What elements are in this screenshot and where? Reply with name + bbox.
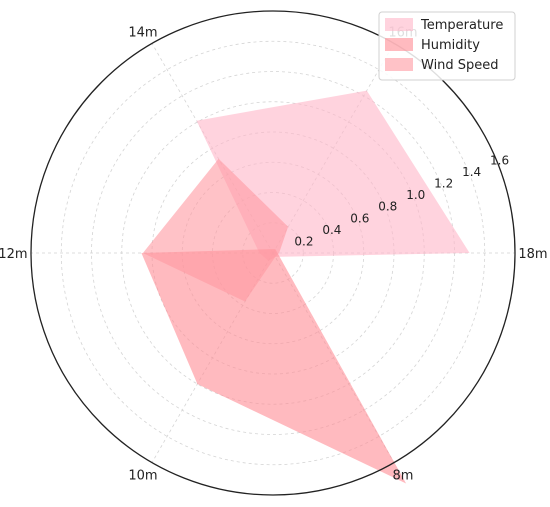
radial-tick-label: 1.2 [434, 177, 453, 191]
legend: Temperature Humidity Wind Speed [378, 11, 516, 81]
radial-tick-label: 0.8 [378, 200, 397, 214]
legend-label: Humidity [421, 38, 480, 53]
legend-label: Wind Speed [421, 58, 499, 73]
legend-swatch [385, 58, 413, 71]
category-label-10m: 10m [128, 469, 157, 484]
category-label-18m: 18m [518, 247, 547, 262]
category-label-8m: 8m [393, 469, 414, 484]
outer-ring [30, 10, 516, 496]
radial-tick-label: 1.4 [462, 165, 481, 179]
legend-label: Temperature [420, 18, 503, 33]
legend-swatch [385, 38, 413, 51]
series-humidity [141, 249, 407, 484]
series-layer [141, 90, 470, 484]
radial-tick-label: 0.6 [350, 211, 369, 225]
radial-tick-label: 0.2 [294, 234, 313, 248]
radial-tick-label: 0.4 [322, 223, 341, 237]
legend-swatch [385, 18, 413, 31]
radial-tick-label: 1.0 [406, 188, 425, 202]
radial-tick-label: 1.6 [490, 153, 509, 167]
series-wind-speed [142, 158, 289, 302]
category-label-14m: 14m [128, 25, 157, 40]
category-label-12m: 12m [0, 247, 28, 262]
axis-labels: 0.20.40.60.81.01.21.41.618m16m14m12m10m8… [0, 25, 548, 483]
